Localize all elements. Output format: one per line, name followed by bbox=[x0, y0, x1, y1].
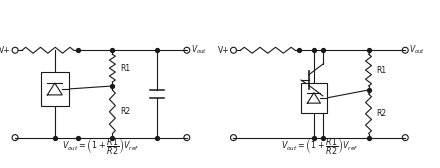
Bar bbox=[301, 83, 327, 113]
Text: R1: R1 bbox=[120, 64, 130, 73]
Text: $V_{out}=\left(1+\dfrac{R1}{R2}\right)V_{ref}$: $V_{out}=\left(1+\dfrac{R1}{R2}\right)V_… bbox=[281, 137, 358, 157]
Text: $V_{out}$: $V_{out}$ bbox=[409, 44, 425, 56]
Text: V+: V+ bbox=[218, 46, 229, 55]
Text: V+: V+ bbox=[0, 46, 11, 55]
Text: $V_{out}$: $V_{out}$ bbox=[191, 44, 207, 56]
Bar bbox=[41, 72, 69, 106]
Text: $V_{out}=\left(1+\dfrac{R1}{R2}\right)V_{ref}$: $V_{out}=\left(1+\dfrac{R1}{R2}\right)V_… bbox=[62, 137, 139, 157]
Text: R2: R2 bbox=[377, 109, 387, 118]
Text: R2: R2 bbox=[120, 107, 130, 116]
Text: R1: R1 bbox=[377, 66, 387, 75]
